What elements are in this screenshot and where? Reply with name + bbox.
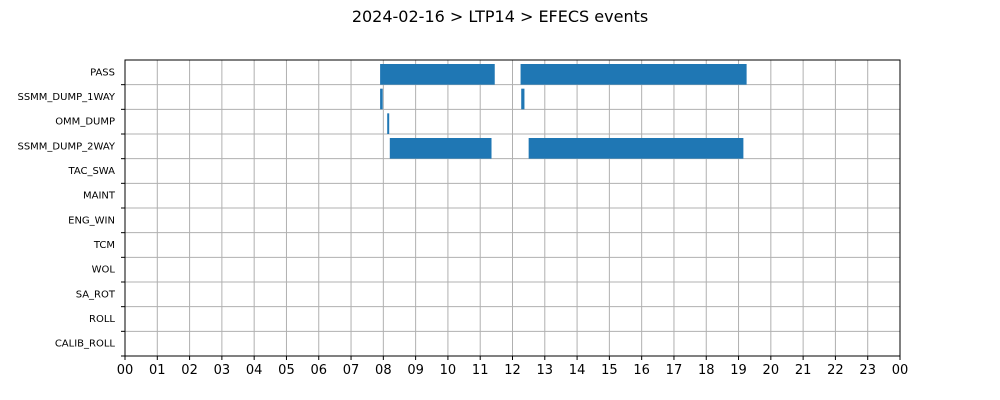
- x-tick-label: 18: [698, 363, 715, 378]
- x-tick-label: 07: [343, 363, 360, 378]
- event-bar: [380, 88, 383, 110]
- x-tick-label: 03: [214, 363, 231, 378]
- x-tick-label: 05: [278, 363, 295, 378]
- x-tick-label: 20: [763, 363, 780, 378]
- x-tick-label: 10: [440, 363, 457, 378]
- x-tick-label: 15: [601, 363, 618, 378]
- x-tick-label: 09: [407, 363, 424, 378]
- x-tick-label: 00: [117, 363, 134, 378]
- event-bar: [380, 64, 495, 85]
- x-tick-label: 13: [537, 363, 554, 378]
- y-tick-label: CALIB_ROLL: [55, 339, 116, 350]
- event-bar: [521, 88, 525, 110]
- x-tick-label: 14: [569, 363, 586, 378]
- grid-lines: [124, 60, 901, 356]
- x-tick-label: 23: [859, 363, 876, 378]
- y-tick-label: MAINT: [83, 191, 116, 202]
- y-tick-label: SA_ROT: [76, 289, 116, 300]
- x-tick-label: 02: [181, 363, 198, 378]
- event-bar: [389, 138, 492, 159]
- y-tick-label: PASS: [90, 67, 115, 78]
- y-tick-label: OMM_DUMP: [55, 117, 115, 128]
- x-tick-label: 21: [795, 363, 812, 378]
- x-tick-label: 00: [892, 363, 909, 378]
- chart-title: 2024-02-16 > LTP14 > EFECS events: [352, 7, 648, 26]
- y-tick-label: TAC_SWA: [67, 166, 115, 177]
- event-bar: [528, 138, 744, 159]
- y-tick-label: SSMM_DUMP_1WAY: [17, 92, 115, 103]
- x-tick-label: 17: [666, 363, 683, 378]
- event-bar: [520, 64, 747, 85]
- event-bars: [380, 64, 747, 159]
- y-tick-label: TCM: [93, 240, 115, 251]
- y-tick-label: SSMM_DUMP_2WAY: [17, 141, 115, 152]
- y-axis-ticks: PASS SSMM_DUMP_1WAY OMM_DUMP SSMM_DUMP_2WAY…: [17, 67, 125, 357]
- y-tick-label: ENG_WIN: [68, 215, 115, 226]
- x-tick-label: 11: [472, 363, 489, 378]
- x-tick-label: 19: [730, 363, 747, 378]
- x-tick-label: 01: [149, 363, 166, 378]
- y-tick-label: WOL: [92, 265, 116, 276]
- y-tick-label: ROLL: [89, 314, 115, 325]
- event-bar: [387, 113, 390, 134]
- x-tick-label: 04: [246, 363, 263, 378]
- x-tick-label: 22: [827, 363, 844, 378]
- x-tick-label: 06: [310, 363, 327, 378]
- x-tick-label: 08: [375, 363, 392, 378]
- x-axis-ticks: 00 01 02 03 04 05 06 07 08 09 10 11 12 13 14 15 16 17 18 19…: [117, 356, 909, 378]
- x-tick-label: 16: [633, 363, 650, 378]
- x-tick-label: 12: [504, 363, 521, 378]
